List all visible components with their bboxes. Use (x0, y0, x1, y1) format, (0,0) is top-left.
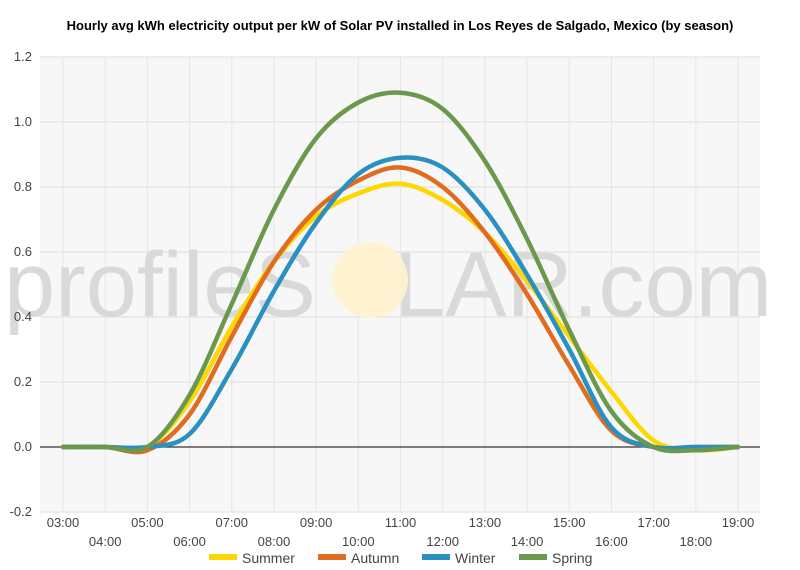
legend-swatch-summer (209, 554, 237, 560)
legend-label-autumn: Autumn (351, 550, 399, 566)
y-tick-label: 1.2 (14, 49, 32, 64)
y-tick-label: -0.2 (10, 504, 32, 519)
x-tick-label: 05:00 (131, 515, 164, 530)
y-tick-label: 0.4 (14, 309, 32, 324)
watermark-sun-icon (332, 242, 408, 318)
y-tick-label: 0.8 (14, 179, 32, 194)
x-tick-label: 03:00 (47, 515, 80, 530)
x-tick-label: 11:00 (385, 515, 417, 530)
legend-swatch-winter (422, 554, 450, 560)
chart-title: Hourly avg kWh electricity output per kW… (66, 18, 734, 33)
x-tick-label: 17:00 (637, 515, 670, 530)
series-line-summer (60, 181, 741, 453)
x-tick-label: 14:00 (511, 534, 544, 549)
series-line-winter (60, 155, 741, 451)
y-tick-label: 0.0 (14, 439, 32, 454)
x-tick-label: 13:00 (469, 515, 502, 530)
legend-label-summer: Summer (242, 550, 295, 566)
y-tick-label: 0.2 (14, 374, 32, 389)
watermark-logo: profileS LAR.com (4, 234, 772, 336)
x-tick-label: 19:00 (722, 515, 755, 530)
y-tick-label: 1.0 (14, 114, 32, 129)
series-line-spring (60, 90, 741, 454)
x-tick-label: 09:00 (300, 515, 333, 530)
x-tick-label: 08:00 (258, 534, 291, 549)
x-tick-label: 04:00 (89, 534, 122, 549)
x-tick-label: 10:00 (342, 534, 375, 549)
x-tick-label: 12:00 (426, 534, 459, 549)
legend-swatch-autumn (318, 554, 346, 560)
x-tick-label: 07:00 (215, 515, 248, 530)
legend-swatch-spring (519, 554, 547, 560)
x-tick-label: 18:00 (680, 534, 713, 549)
x-tick-label: 15:00 (553, 515, 586, 530)
y-tick-label: 0.6 (14, 244, 32, 259)
legend-label-spring: Spring (552, 550, 592, 566)
x-tick-label: 06:00 (173, 534, 206, 549)
legend-label-winter: Winter (455, 550, 496, 566)
x-tick-label: 16:00 (595, 534, 628, 549)
